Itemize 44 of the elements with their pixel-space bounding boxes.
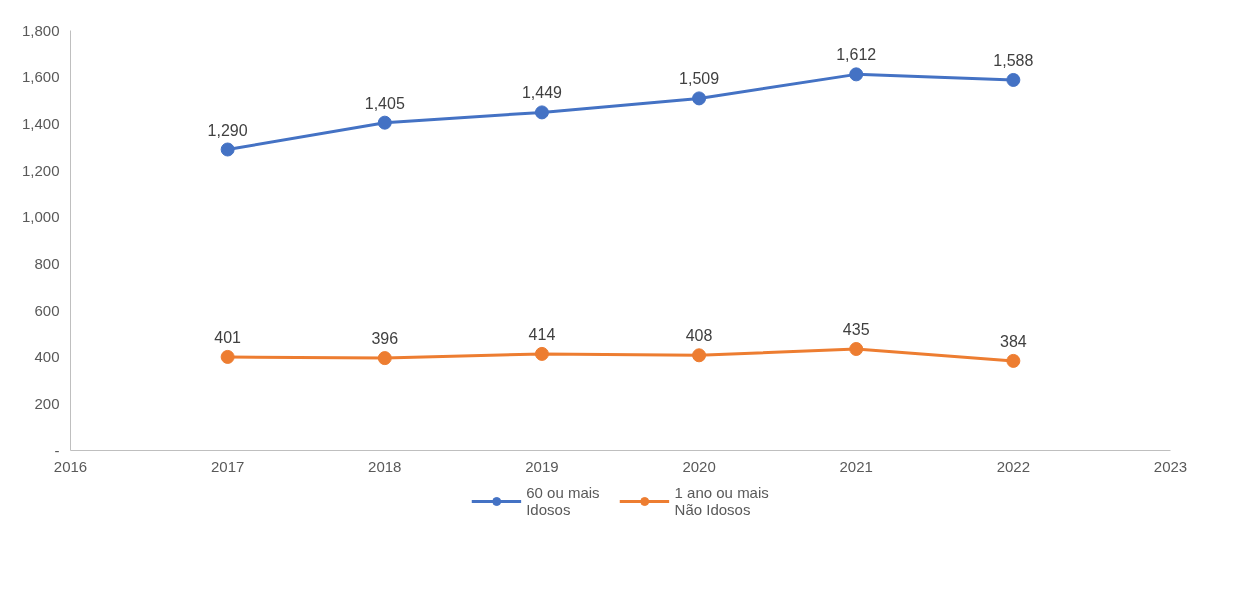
data-label: 396: [371, 330, 399, 348]
data-label: 1,405: [364, 94, 405, 112]
legend-label: 1 ano ou mais Não Idosos: [674, 484, 769, 518]
y-tick-label: 1,600: [21, 68, 60, 86]
point: [692, 91, 707, 106]
x-tick-label: 2023: [1153, 457, 1188, 475]
x-tick-label: 2021: [839, 457, 873, 475]
x-tick-label: 2020: [682, 457, 716, 475]
x-tick-label: 2019: [525, 457, 559, 475]
data-label: 384: [1000, 332, 1027, 350]
y-tick-label: 800: [34, 254, 60, 272]
point: [1006, 353, 1021, 368]
point: [849, 67, 864, 82]
point: [534, 105, 549, 120]
point: [534, 346, 549, 361]
x-tick-label: 2016: [53, 457, 88, 475]
data-label: 401: [214, 328, 242, 346]
data-label: 1,612: [836, 46, 877, 64]
x-tick-label: 2017: [210, 457, 245, 475]
x-tick-label: 2022: [996, 457, 1031, 475]
y-tick-label: 1,200: [21, 161, 60, 179]
data-label: 1,449: [521, 84, 563, 102]
data-label: 1,588: [993, 51, 1034, 69]
y-tick-label: 400: [34, 348, 60, 366]
data-label: 414: [528, 325, 556, 343]
y-tick-label: 1,800: [21, 21, 60, 39]
y-tick-label: 1,400: [21, 114, 60, 132]
point: [692, 348, 707, 363]
y-tick-label: 600: [34, 301, 60, 319]
data-label: 1,290: [207, 121, 248, 139]
data-label: 435: [842, 321, 870, 338]
point: [377, 115, 392, 130]
y-tick-label: 1,000: [21, 208, 60, 226]
data-label: 1,509: [679, 70, 720, 88]
point: [849, 342, 864, 356]
data-label: 408: [685, 327, 713, 345]
x-tick-label: 2018: [368, 457, 402, 475]
point: [220, 349, 235, 364]
y-tick-label: -: [54, 441, 60, 459]
y-tick-label: 200: [34, 394, 60, 412]
point: [220, 142, 235, 157]
legend-label: 60 ou mais Idosos: [526, 484, 600, 518]
point: [377, 351, 392, 366]
point: [1006, 72, 1021, 87]
